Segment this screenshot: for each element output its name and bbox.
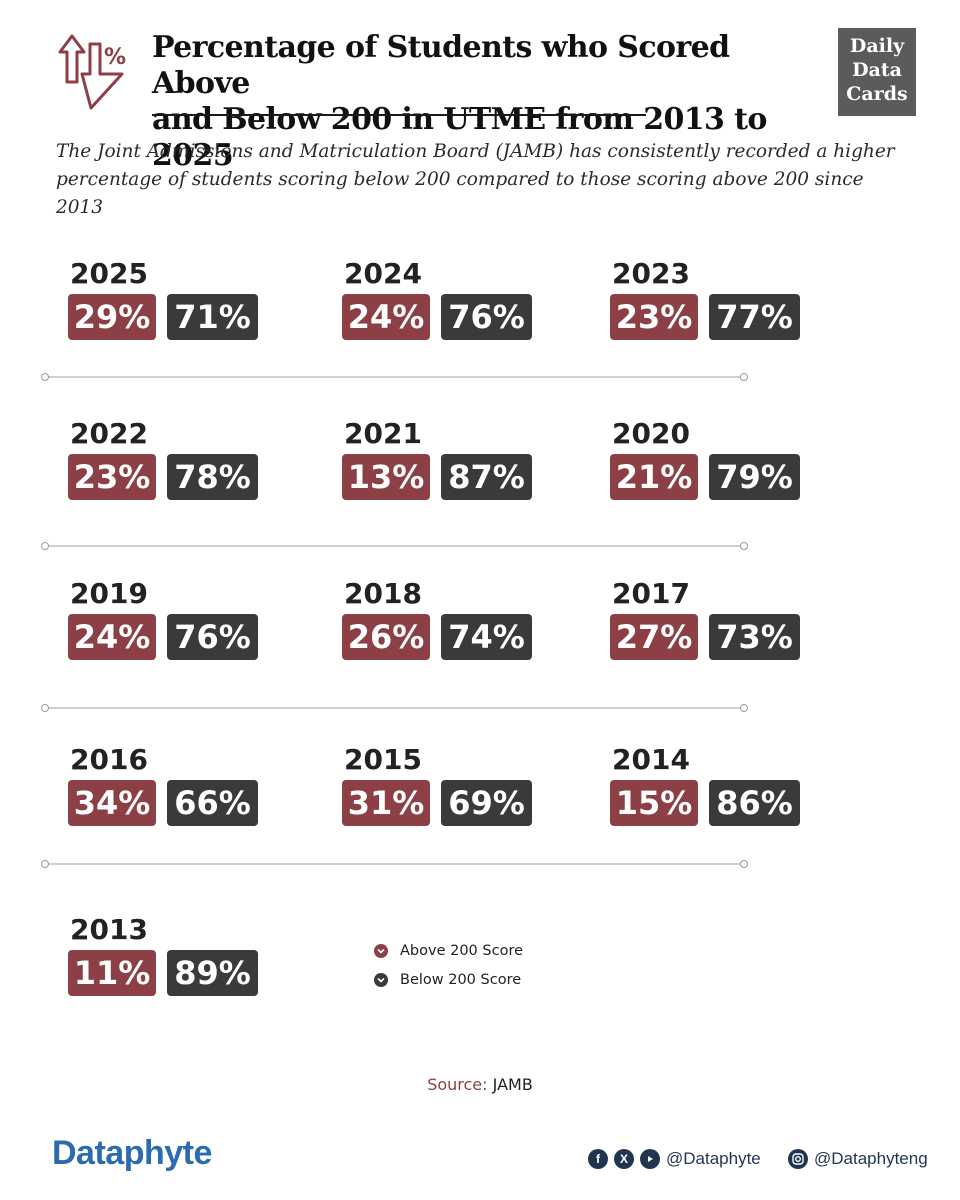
instagram-link: @Dataphyteng	[788, 1146, 928, 1172]
row-divider-line	[44, 545, 744, 547]
below-200-value: 86%	[709, 780, 800, 826]
source-note: Source: JAMB	[0, 1075, 960, 1094]
above-200-value: 13%	[342, 454, 430, 500]
above-200-value: 34%	[68, 780, 156, 826]
divider-end-dot	[41, 541, 49, 550]
below-200-value: 76%	[167, 614, 258, 660]
svg-text:%: %	[104, 45, 126, 70]
divider-end-dot	[41, 372, 49, 381]
above-200-value: 23%	[68, 454, 156, 500]
chart-title: Percentage of Students who Scored Above …	[152, 30, 812, 174]
below-200-value: 69%	[441, 780, 532, 826]
year-label: 2013	[70, 913, 148, 946]
subtitle-line-2: percentage of students scoring below 200…	[56, 169, 864, 218]
below-200-value: 78%	[167, 454, 258, 500]
above-200-value: 23%	[610, 294, 698, 340]
year-label: 2025	[70, 257, 148, 290]
daily-data-cards-logo: Daily Data Cards	[838, 28, 916, 116]
year-label: 2015	[344, 743, 422, 776]
row-divider-line	[44, 376, 744, 378]
below-200-value: 73%	[709, 614, 800, 660]
below-200-value: 87%	[441, 454, 532, 500]
above-200-value: 26%	[342, 614, 430, 660]
youtube-icon[interactable]	[640, 1149, 660, 1169]
badge-word-2: Data	[852, 59, 902, 81]
divider-end-dot	[41, 859, 49, 868]
title-line-2: and Below 200 in UTME from 2013 to 2025	[152, 102, 767, 173]
dataphyte-logo: Dataphyte	[52, 1134, 212, 1172]
year-label: 2014	[612, 743, 690, 776]
divider-end-dot	[740, 703, 748, 712]
year-label: 2020	[612, 417, 690, 450]
year-label: 2016	[70, 743, 148, 776]
below-200-value: 66%	[167, 780, 258, 826]
below-200-value: 79%	[709, 454, 800, 500]
source-value: JAMB	[492, 1075, 533, 1094]
above-200-value: 11%	[68, 950, 156, 996]
handle-dataphyteng[interactable]: @Dataphyteng	[814, 1149, 928, 1168]
below-200-value: 77%	[709, 294, 800, 340]
subtitle-line-1: The Joint Admissions and Matriculation B…	[56, 141, 895, 162]
below-200-value: 74%	[441, 614, 532, 660]
title-line-1: Percentage of Students who Scored Above	[152, 30, 730, 101]
year-label: 2024	[344, 257, 422, 290]
legend-label-below: Below 200 Score	[400, 972, 522, 988]
chevron-down-icon	[374, 973, 388, 987]
legend-label-above: Above 200 Score	[400, 943, 524, 959]
title-underline	[152, 114, 646, 116]
handle-dataphyte[interactable]: @Dataphyte	[666, 1149, 761, 1168]
below-200-value: 71%	[167, 294, 258, 340]
x-icon[interactable]: X	[614, 1149, 634, 1169]
divider-end-dot	[740, 372, 748, 381]
divider-end-dot	[740, 541, 748, 550]
year-label: 2018	[344, 577, 422, 610]
row-divider-line	[44, 863, 744, 865]
chart-subtitle: The Joint Admissions and Matriculation B…	[56, 138, 916, 222]
divider-end-dot	[41, 703, 49, 712]
year-label: 2023	[612, 257, 690, 290]
badge-word-3: Cards	[846, 83, 908, 105]
above-200-value: 24%	[68, 614, 156, 660]
year-label: 2022	[70, 417, 148, 450]
year-label: 2019	[70, 577, 148, 610]
below-200-value: 76%	[441, 294, 532, 340]
below-200-value: 89%	[167, 950, 258, 996]
source-key: Source:	[427, 1075, 488, 1094]
row-divider-line	[44, 707, 744, 709]
facebook-icon[interactable]: f	[588, 1149, 608, 1169]
above-200-value: 31%	[342, 780, 430, 826]
year-label: 2021	[344, 417, 422, 450]
above-200-value: 29%	[68, 294, 156, 340]
social-links: f X @Dataphyte	[588, 1146, 761, 1172]
above-200-value: 21%	[610, 454, 698, 500]
divider-end-dot	[740, 859, 748, 868]
above-200-value: 24%	[342, 294, 430, 340]
year-label: 2017	[612, 577, 690, 610]
above-200-value: 15%	[610, 780, 698, 826]
above-200-value: 27%	[610, 614, 698, 660]
badge-word-1: Daily	[849, 35, 905, 57]
percent-arrows-icon: %	[52, 30, 130, 114]
chevron-down-icon	[374, 944, 388, 958]
instagram-icon[interactable]	[788, 1149, 808, 1169]
